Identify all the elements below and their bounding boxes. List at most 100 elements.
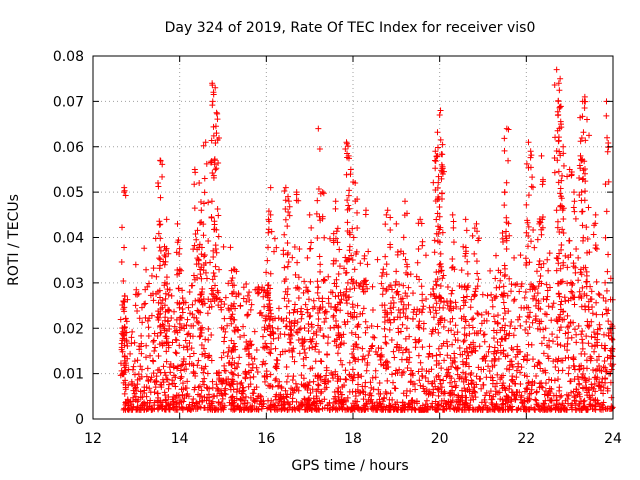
data-point	[554, 218, 561, 225]
data-point	[194, 227, 201, 234]
data-point	[354, 386, 361, 393]
data-point	[386, 396, 393, 403]
data-point	[215, 212, 222, 219]
data-point	[171, 328, 178, 335]
data-point	[501, 384, 508, 391]
data-point	[215, 399, 222, 406]
data-point	[388, 337, 395, 344]
data-point	[494, 312, 501, 319]
data-point	[416, 324, 423, 331]
data-point	[426, 350, 433, 357]
data-point	[555, 367, 562, 374]
data-point	[460, 338, 467, 345]
data-point	[330, 260, 337, 267]
data-point	[546, 385, 553, 392]
data-point	[345, 143, 352, 150]
data-point	[347, 286, 354, 293]
data-point	[399, 349, 406, 356]
data-point	[304, 387, 311, 394]
data-point	[546, 337, 553, 344]
data-point	[412, 344, 419, 351]
data-point	[360, 288, 367, 295]
data-point	[473, 373, 480, 380]
data-point	[454, 371, 461, 378]
data-point	[307, 365, 314, 372]
data-point	[154, 314, 161, 321]
data-point	[490, 313, 497, 320]
data-point	[602, 181, 609, 188]
data-point	[364, 324, 371, 331]
data-point	[529, 356, 536, 363]
data-point	[595, 382, 602, 389]
data-point	[384, 207, 391, 214]
data-point	[157, 157, 164, 164]
data-point	[184, 406, 191, 413]
data-point	[145, 280, 152, 287]
data-point	[444, 372, 451, 379]
data-point	[206, 394, 213, 401]
data-point	[500, 299, 507, 306]
data-point	[526, 314, 533, 321]
data-point	[315, 125, 322, 132]
data-point	[136, 346, 143, 353]
data-point	[369, 306, 376, 313]
data-point	[201, 189, 208, 196]
data-point	[273, 356, 280, 363]
data-point	[428, 380, 435, 387]
data-point	[131, 382, 138, 389]
data-point	[568, 404, 575, 411]
data-point	[306, 345, 313, 352]
data-point	[123, 318, 130, 325]
data-point	[299, 342, 306, 349]
data-point	[266, 297, 273, 304]
data-point	[138, 350, 145, 357]
data-point	[117, 316, 124, 323]
data-point	[427, 309, 434, 316]
data-point	[338, 296, 345, 303]
data-point	[287, 391, 294, 398]
data-point	[488, 291, 495, 298]
data-point	[301, 395, 308, 402]
data-point	[460, 313, 467, 320]
data-point	[153, 378, 160, 385]
data-point	[341, 318, 348, 325]
data-point	[536, 320, 543, 327]
data-point	[258, 393, 265, 400]
data-point	[538, 405, 545, 412]
data-point	[588, 333, 595, 340]
data-point	[463, 345, 470, 352]
data-point	[168, 292, 175, 299]
data-point	[469, 392, 476, 399]
data-point	[392, 385, 399, 392]
data-point	[365, 396, 372, 403]
data-point	[195, 319, 202, 326]
data-point	[544, 293, 551, 300]
data-point	[202, 350, 209, 357]
data-point	[333, 342, 340, 349]
data-point	[581, 397, 588, 404]
data-point	[289, 395, 296, 402]
data-point	[289, 377, 296, 384]
data-point	[174, 271, 181, 278]
data-point	[503, 331, 510, 338]
data-point	[533, 373, 540, 380]
data-point	[462, 250, 469, 257]
data-point	[592, 334, 599, 341]
data-point	[289, 254, 296, 261]
data-point	[191, 276, 198, 283]
data-point	[120, 278, 127, 285]
data-point	[248, 301, 255, 308]
data-point	[399, 295, 406, 302]
data-point	[245, 383, 252, 390]
data-point	[579, 345, 586, 352]
data-point	[362, 211, 369, 218]
data-point	[474, 228, 481, 235]
data-point	[586, 249, 593, 256]
data-point	[346, 247, 353, 254]
data-point	[323, 384, 330, 391]
data-point	[120, 306, 127, 313]
data-point	[195, 384, 202, 391]
data-point	[571, 326, 578, 333]
data-point	[121, 390, 128, 397]
data-point	[361, 278, 368, 285]
